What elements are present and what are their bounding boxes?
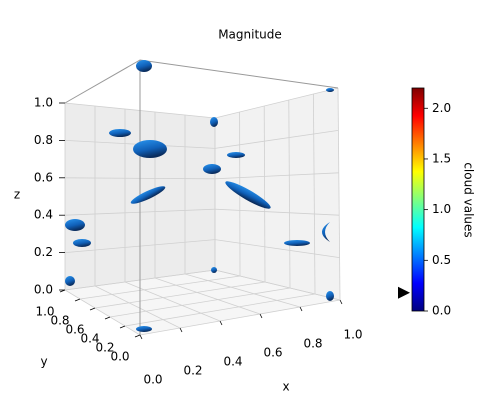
blob bbox=[130, 186, 166, 204]
blob bbox=[210, 117, 218, 127]
colorbar bbox=[411, 87, 425, 312]
tick-mark bbox=[134, 334, 141, 338]
blob bbox=[65, 276, 75, 286]
grid-line bbox=[263, 105, 266, 283]
z-tick-label: 0.2 bbox=[34, 245, 53, 259]
tick-mark bbox=[104, 316, 111, 320]
chart-title: Magnitude bbox=[218, 28, 282, 42]
grid-line bbox=[214, 239, 340, 258]
colorbar-tick-label: 0.5 bbox=[432, 253, 451, 267]
blob bbox=[136, 326, 152, 332]
grid-line bbox=[64, 289, 141, 336]
grid-line bbox=[139, 299, 341, 336]
grid-line bbox=[124, 293, 316, 327]
x-tick-label: 0.8 bbox=[303, 337, 322, 351]
blob bbox=[326, 88, 334, 92]
grid-line bbox=[214, 269, 341, 301]
grid-line bbox=[214, 130, 339, 149]
tick-mark bbox=[339, 299, 343, 305]
x-tick-label: 1.0 bbox=[343, 328, 362, 342]
x-axis-label: x bbox=[282, 380, 289, 394]
blob bbox=[65, 219, 85, 231]
x-tick-label: 0.0 bbox=[143, 373, 162, 387]
colorbar-level-marker bbox=[398, 286, 410, 299]
z-axis-label: z bbox=[14, 188, 20, 202]
z-tick-label: 1.0 bbox=[34, 96, 53, 110]
panes bbox=[65, 88, 340, 335]
y-tick-label: 0.2 bbox=[95, 341, 114, 355]
box-edge bbox=[64, 59, 339, 104]
blob bbox=[203, 164, 221, 174]
grid-line bbox=[94, 281, 266, 309]
z-tick-label: 0.6 bbox=[34, 170, 53, 184]
colorbar-tick-label: 2.0 bbox=[432, 101, 451, 115]
grid-line bbox=[337, 87, 341, 301]
grid-line bbox=[79, 275, 241, 300]
tick-mark bbox=[89, 307, 96, 311]
tick-mark bbox=[299, 306, 303, 312]
blob bbox=[109, 129, 131, 137]
grid-line bbox=[154, 277, 261, 315]
z-tick-label: 0.8 bbox=[34, 133, 53, 147]
side-pane bbox=[215, 88, 340, 300]
grid-line bbox=[184, 273, 301, 308]
tick-mark bbox=[259, 313, 263, 319]
tick-mark bbox=[219, 320, 223, 326]
colorbar-tick-label: 0.0 bbox=[432, 304, 451, 318]
colorbar-label: cloud values bbox=[462, 162, 476, 237]
y-tick-label: 1.0 bbox=[35, 305, 54, 319]
grid-line bbox=[288, 99, 291, 289]
blob bbox=[133, 140, 167, 158]
tick-mark bbox=[74, 298, 81, 302]
blob bbox=[326, 291, 334, 301]
y-axis-label: y bbox=[40, 355, 47, 369]
tick-mark bbox=[119, 325, 126, 329]
isosurfaces bbox=[65, 60, 334, 332]
colorbar-tick-label: 1.0 bbox=[432, 202, 451, 216]
blob bbox=[136, 60, 152, 72]
blob bbox=[227, 152, 245, 158]
blob bbox=[225, 181, 271, 209]
blob bbox=[211, 267, 217, 273]
grid-line bbox=[124, 281, 221, 322]
grid-line bbox=[313, 93, 316, 295]
grid-line bbox=[94, 285, 181, 329]
tick-mark bbox=[139, 334, 143, 340]
grid-line bbox=[214, 172, 339, 180]
grid-line bbox=[214, 87, 339, 119]
colorbar-tick-label: 1.5 bbox=[432, 151, 451, 165]
blob bbox=[284, 240, 310, 246]
tick-mark bbox=[179, 327, 183, 333]
y-tick-label: 0.6 bbox=[65, 323, 84, 337]
y-tick-label: 0.8 bbox=[50, 314, 69, 328]
x-tick-label: 0.4 bbox=[223, 355, 242, 369]
blob bbox=[73, 239, 91, 247]
grid-line bbox=[214, 208, 340, 216]
y-tick-label: 0.4 bbox=[80, 332, 99, 346]
blob bbox=[322, 222, 330, 242]
z-tick-label: 0.4 bbox=[34, 208, 53, 222]
x-tick-label: 0.2 bbox=[183, 364, 202, 378]
x-tick-label: 0.6 bbox=[263, 346, 282, 360]
y-tick-label: 0.0 bbox=[110, 350, 129, 364]
z-tick-label: 0.0 bbox=[34, 283, 53, 297]
